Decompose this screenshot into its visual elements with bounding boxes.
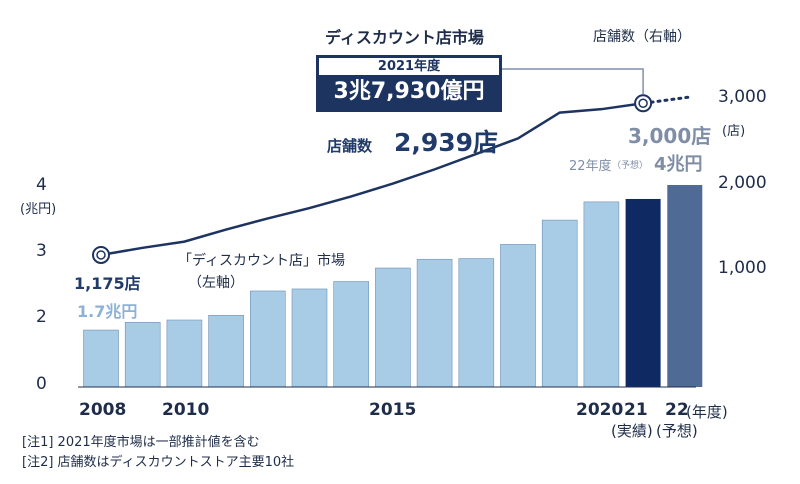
bar-10	[500, 244, 536, 388]
x-tick-2010: 2010	[162, 400, 210, 420]
bar-14	[667, 185, 703, 387]
series-label-line1: 「ディスカウント店」市場	[178, 253, 346, 269]
right-axis-tick-2000: 2,000	[718, 173, 767, 193]
x-sub-21: (実績)	[611, 422, 653, 440]
start-stores-label: 1,175店	[74, 274, 141, 293]
bar-13	[625, 198, 661, 387]
chart-title: ディスカウント店市場	[325, 28, 484, 47]
forecast-stores-label: 3,000店	[628, 124, 712, 148]
callout-2021-market: 2021年度 3兆7,930億円	[316, 55, 502, 112]
callout-market-value: 3兆7,930億円	[333, 79, 485, 104]
callout-stores-value: 2,939店	[394, 128, 499, 157]
right-axis-tick-1000: 1,000	[718, 258, 767, 278]
x-unit-label: (年度)	[686, 403, 728, 421]
bar-11	[541, 219, 578, 388]
marker-2021	[634, 94, 653, 113]
callout-stores-label: 店舗数	[327, 137, 373, 155]
store-count-line	[100, 102, 644, 257]
callout-year: 2021年度	[319, 58, 499, 75]
left-axis-tick-0: 0	[36, 374, 47, 394]
bar-3	[208, 314, 244, 388]
x-tick-2008: 2008	[79, 400, 127, 420]
bar-0	[83, 329, 119, 388]
left-axis-unit: (兆円)	[20, 202, 57, 217]
x-sub-22: (予想)	[656, 422, 698, 440]
bar-9	[458, 258, 495, 388]
x-tick-22: 22	[665, 400, 689, 420]
bar-12	[583, 201, 620, 388]
forecast-market-label: 4兆円	[654, 154, 703, 175]
x-tick-2020: 2020	[576, 400, 624, 420]
x-tick-2015: 2015	[369, 400, 417, 420]
bar-7	[375, 267, 411, 388]
right-axis-tick-3000: 3,000	[718, 87, 767, 107]
start-marker	[92, 245, 110, 264]
bar-6	[333, 281, 370, 388]
bar-5	[291, 288, 328, 388]
x-tick-21: 21	[624, 400, 648, 420]
left-axis-tick-4: 4	[36, 175, 47, 195]
callout-leader-line	[502, 68, 644, 95]
right-axis-title: 店舗数（右軸）	[593, 29, 691, 45]
note-1: [注1] 2021年度市場は一部推計値を含む	[22, 435, 260, 450]
bar-1	[124, 322, 161, 388]
bar-4	[250, 290, 286, 388]
start-market-label: 1.7兆円	[77, 302, 138, 321]
bar-2	[166, 319, 203, 388]
left-axis-tick-2: 2	[36, 307, 47, 327]
left-axis-tick-3: 3	[36, 241, 47, 261]
series-label-line2: （左軸）	[188, 275, 244, 291]
bar-8	[416, 258, 453, 388]
right-axis-unit: (店)	[722, 124, 746, 139]
forecast-tag-label: （予想）	[612, 161, 649, 171]
note-2: [注2] 店舗数はディスカウントストア主要10社	[22, 455, 295, 470]
forecast-year-label: 22年度	[569, 159, 612, 174]
store-count-forecast-line	[649, 95, 690, 104]
